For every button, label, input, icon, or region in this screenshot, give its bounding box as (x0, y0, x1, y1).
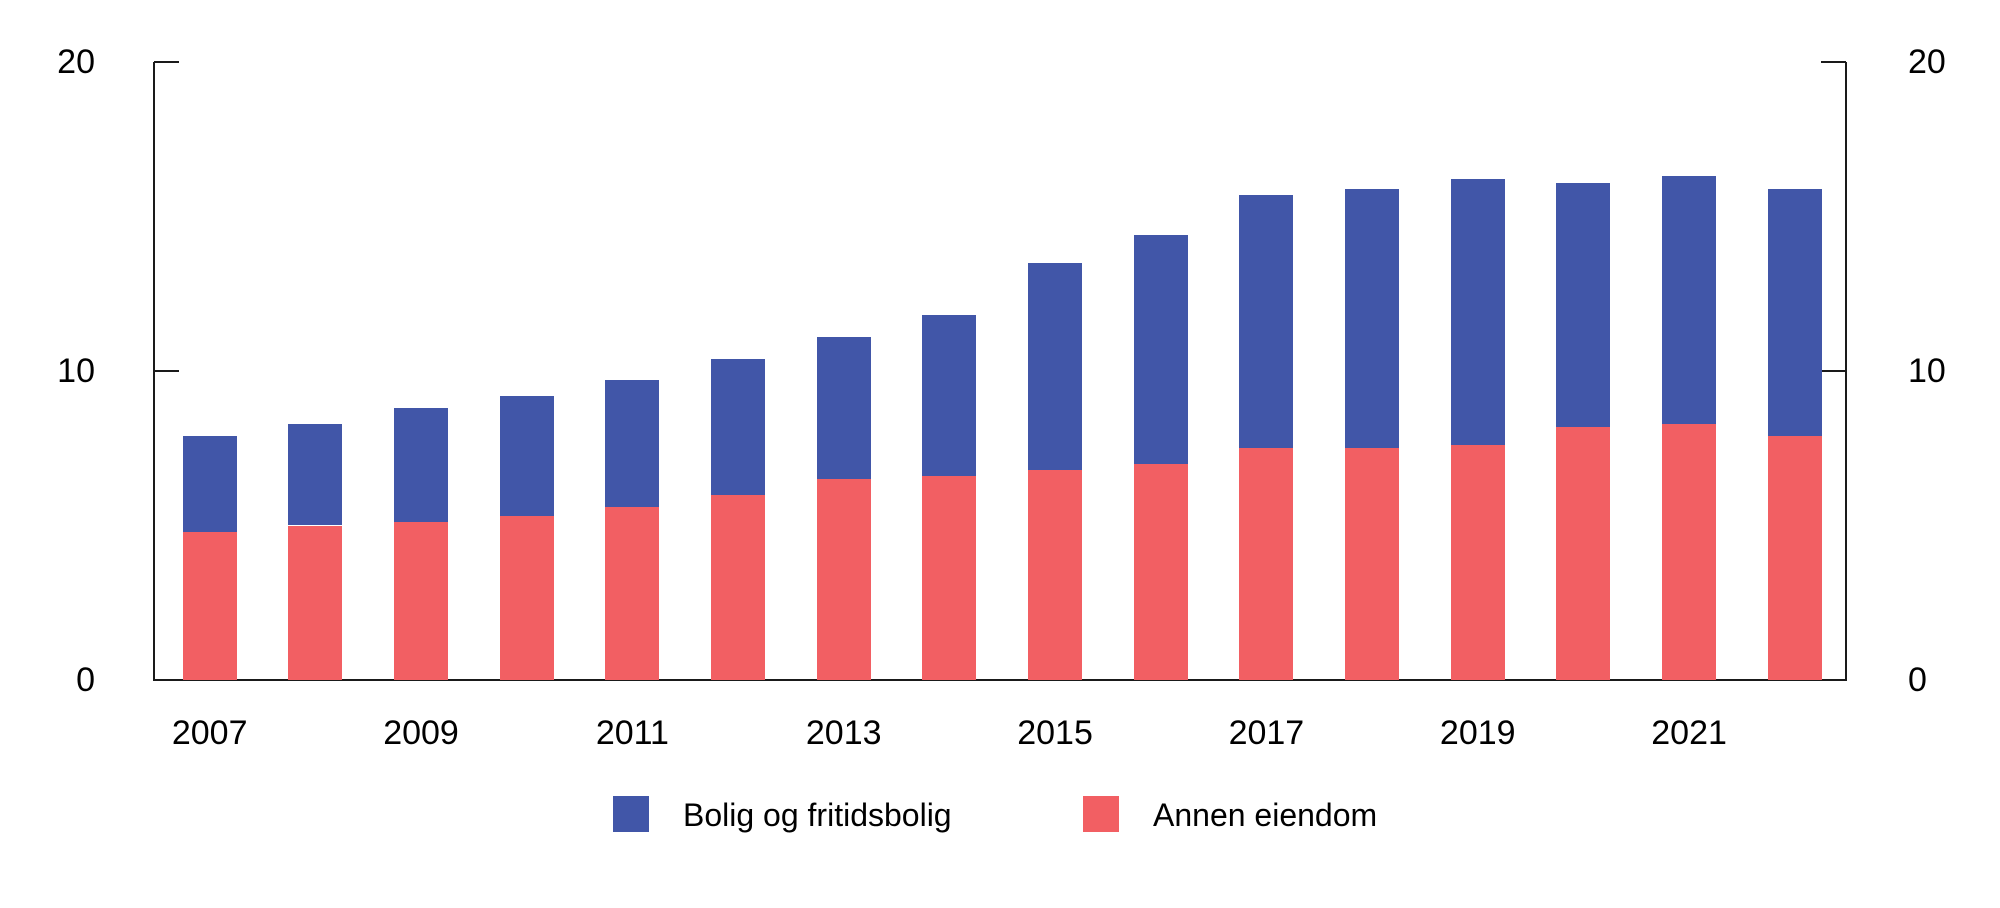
y-tick-label-left: 20 (57, 43, 95, 81)
x-tick-label: 2013 (805, 714, 882, 752)
bar-segment (1556, 426, 1611, 680)
bar-segment (1028, 262, 1083, 470)
x-axis (153, 679, 1847, 681)
bar-segment (1556, 182, 1611, 427)
x-tick-label: 2015 (1017, 714, 1093, 752)
bar-segment (1767, 188, 1822, 436)
bar-segment (1662, 423, 1717, 680)
y-tick-right (1821, 61, 1846, 63)
x-tick-label: 2021 (1651, 714, 1727, 752)
bar-segment (182, 435, 237, 532)
y-tick-label-left: 0 (76, 661, 95, 699)
bar-segment (605, 380, 660, 507)
legend-label: Annen eiendom (1153, 797, 1378, 833)
x-tick-label: 2017 (1228, 714, 1305, 752)
bar-segment (1239, 194, 1294, 449)
y-tick-label-left: 10 (57, 352, 95, 390)
bar-segment (711, 358, 766, 495)
bar-segment (1450, 179, 1505, 446)
legend-swatch-blue (613, 796, 649, 832)
bar-segment (1345, 188, 1400, 449)
legend: Bolig og fritidsbolig Annen eiendom (0, 796, 2000, 836)
bar-segment (1450, 445, 1505, 680)
bar-segment (1239, 448, 1294, 680)
legend-swatch-red (1083, 796, 1119, 832)
y-tick-label-right: 0 (1908, 661, 1927, 699)
bar-segment (394, 522, 449, 680)
bar-segment (1345, 448, 1400, 680)
bar-segment (816, 337, 871, 480)
bar-segment (499, 395, 554, 517)
y-tick-right (1821, 370, 1846, 372)
bar-segment (922, 476, 977, 680)
bar-segment (816, 479, 871, 680)
x-tick-label: 2009 (383, 714, 459, 752)
bar-segment (288, 423, 343, 526)
x-tick-label: 2011 (595, 714, 669, 752)
bar-segment (922, 315, 977, 477)
bar-segment (182, 531, 237, 680)
bar-segment (1662, 176, 1717, 424)
bar-segment (605, 506, 660, 680)
x-tick-label: 2007 (171, 714, 248, 752)
bar-segment (288, 525, 343, 680)
y-tick-left (154, 61, 179, 63)
y-tick-label-right: 20 (1908, 43, 1946, 81)
bar-segment (711, 494, 766, 680)
bar-segment (1028, 469, 1083, 680)
bar-segment (499, 516, 554, 680)
y-axis-right (1845, 62, 1847, 680)
legend-label: Bolig og fritidsbolig (683, 797, 952, 833)
x-tick-label: 2019 (1439, 714, 1516, 752)
bar-segment (1133, 463, 1188, 680)
bar-segment (394, 408, 449, 523)
y-tick-label-right: 10 (1908, 352, 1946, 390)
y-tick-left (154, 370, 179, 372)
bar-segment (1767, 435, 1822, 680)
bar-segment (1133, 235, 1188, 464)
